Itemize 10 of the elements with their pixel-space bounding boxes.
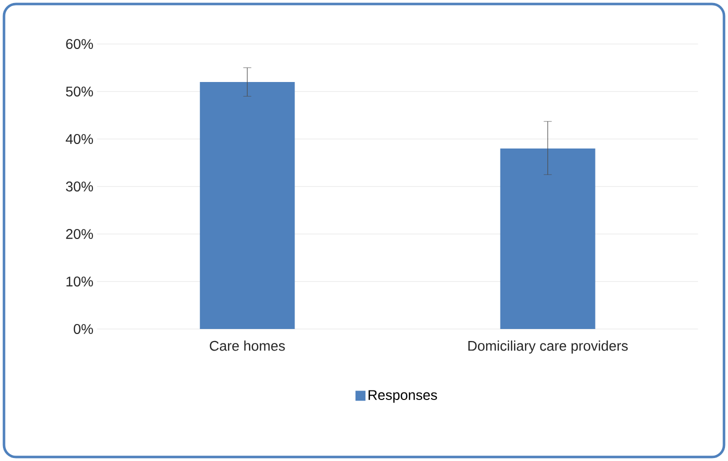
y-tick-label: 0% bbox=[74, 324, 93, 334]
x-tick-label: Domiciliary care providers bbox=[468, 340, 628, 354]
y-tick-label: 10% bbox=[66, 276, 93, 286]
y-tick-label: 20% bbox=[66, 229, 93, 239]
legend-label: Responses bbox=[368, 390, 438, 403]
y-tick-label: 60% bbox=[66, 39, 93, 49]
y-tick-label: 30% bbox=[66, 182, 93, 192]
y-tick-label: 50% bbox=[66, 86, 93, 96]
y-tick-label: 40% bbox=[66, 134, 93, 144]
x-tick-label: Care homes bbox=[210, 340, 285, 351]
